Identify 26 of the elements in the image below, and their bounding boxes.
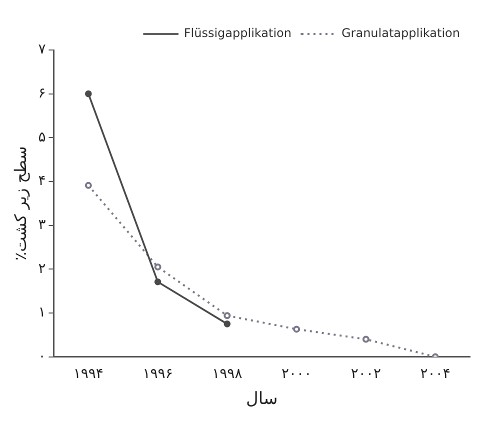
y-tick-label: ۲ (38, 260, 46, 277)
point (224, 320, 231, 328)
y-tick-label: ۴ (38, 173, 46, 190)
point (293, 326, 300, 333)
point (154, 278, 162, 286)
point (84, 182, 92, 189)
y-tick-label: ۷ (38, 42, 46, 58)
x-tick-label: ۲۰۰۰ (282, 366, 312, 382)
point (224, 312, 231, 320)
point (154, 263, 162, 270)
x-tick-label: ۲۰۰۲ (350, 366, 381, 382)
x-tick-label: ۱۹۹۸ (212, 366, 243, 382)
y-tick-label: ۵ (38, 129, 46, 146)
x-axis-title: سال (246, 389, 278, 410)
y-tick-label: ۳ (38, 216, 46, 233)
y-tick-label: ۰ (38, 348, 46, 364)
x-tick-label: ۱۹۹۴ (73, 366, 104, 382)
y-axis-title: ٪سطح زیر کشت (10, 146, 30, 261)
y-tick-label: ۱ (38, 304, 46, 321)
y-tick-label: ۶ (38, 85, 46, 102)
point (362, 336, 370, 343)
x-tick-label: ۱۹۹۶ (142, 366, 173, 382)
legend-label: Flüssigapplikation (184, 26, 292, 40)
legend-label: Granulatapplikation (341, 26, 460, 40)
point (85, 90, 92, 98)
x-tick-label: ۲۰۰۴ (420, 366, 450, 382)
